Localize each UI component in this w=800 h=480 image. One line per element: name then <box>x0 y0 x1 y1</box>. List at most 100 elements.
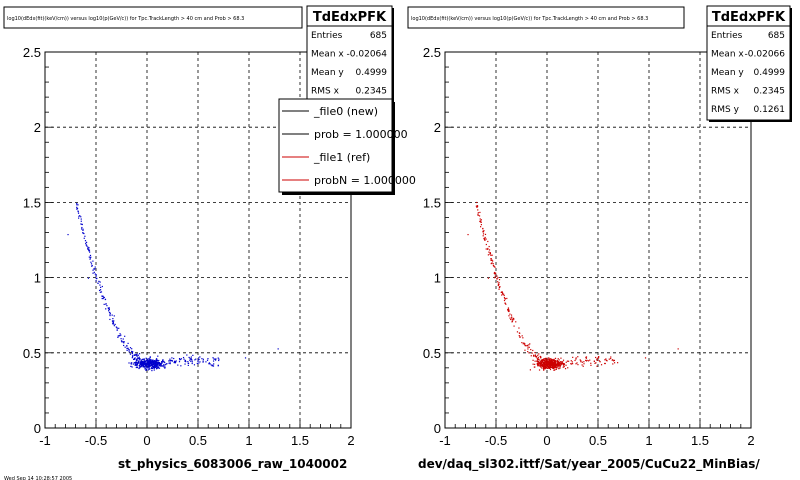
legend: _file0 (new) prob = 1.000000 _file1 (ref) p… <box>278 98 416 195</box>
data-point <box>554 366 556 368</box>
data-point <box>153 361 155 364</box>
data-point <box>558 362 560 364</box>
data-point <box>501 294 503 296</box>
data-point <box>610 356 612 358</box>
data-point <box>90 263 93 265</box>
data-point <box>518 335 520 337</box>
data-point <box>132 356 134 358</box>
data-point <box>548 362 551 364</box>
data-point <box>163 361 165 363</box>
data-point <box>557 362 559 364</box>
data-point <box>142 365 144 367</box>
data-point <box>547 363 549 365</box>
data-point <box>546 362 548 365</box>
data-point <box>540 356 542 358</box>
data-point <box>498 279 501 281</box>
data-point <box>157 361 159 363</box>
data-point <box>546 359 548 362</box>
data-point <box>597 356 600 358</box>
data-point <box>575 363 577 365</box>
data-point <box>133 358 135 361</box>
data-point <box>139 367 141 369</box>
data-point <box>175 360 177 362</box>
data-point <box>208 363 210 365</box>
data-point <box>164 367 166 369</box>
data-point <box>487 248 489 250</box>
x-tick-label: 1 <box>645 433 652 448</box>
data-point <box>198 357 200 359</box>
data-point <box>537 364 540 366</box>
data-point <box>572 356 574 358</box>
data-point <box>138 362 140 364</box>
data-point <box>490 259 492 261</box>
data-point <box>189 359 191 361</box>
data-point <box>534 351 536 354</box>
data-point <box>485 238 487 240</box>
data-point <box>551 365 553 367</box>
data-point <box>168 360 170 362</box>
y-tick-label: 0 <box>34 421 41 436</box>
data-point <box>118 327 120 329</box>
data-point <box>143 366 146 368</box>
title-box <box>407 6 685 29</box>
data-point <box>541 367 543 369</box>
data-point <box>212 365 215 367</box>
data-point <box>95 277 97 279</box>
data-point <box>189 357 191 359</box>
data-point <box>605 359 608 361</box>
data-point <box>608 358 610 360</box>
data-point <box>494 266 496 268</box>
data-point <box>154 361 156 364</box>
data-point <box>143 358 145 360</box>
data-point <box>538 364 540 366</box>
data-point <box>158 367 161 369</box>
data-point <box>567 360 570 362</box>
data-point <box>153 360 156 362</box>
data-point <box>580 360 582 362</box>
data-point <box>148 358 150 360</box>
data-point <box>487 247 489 250</box>
data-point <box>543 367 545 370</box>
data-point <box>158 365 160 367</box>
data-point <box>565 361 567 363</box>
data-point <box>211 365 213 367</box>
data-point <box>140 363 142 365</box>
data-point <box>135 363 137 365</box>
data-point <box>544 368 546 370</box>
data-point <box>107 307 110 309</box>
data-point <box>479 218 481 220</box>
data-point <box>542 367 545 369</box>
data-point <box>135 354 137 356</box>
data-point <box>206 359 209 361</box>
data-point <box>148 366 150 368</box>
data-point <box>156 362 158 364</box>
data-point <box>171 359 173 362</box>
data-point <box>613 362 616 364</box>
data-point <box>87 248 89 250</box>
data-point <box>99 289 102 291</box>
data-point <box>198 358 200 361</box>
data-point <box>545 361 547 363</box>
title-box <box>3 6 303 29</box>
data-point <box>147 367 149 369</box>
data-point <box>152 361 155 363</box>
data-point <box>483 238 486 240</box>
data-point <box>556 363 558 366</box>
data-point <box>154 363 157 365</box>
data-point <box>173 357 175 360</box>
data-point <box>538 369 541 371</box>
data-point <box>543 363 545 365</box>
data-point <box>156 363 159 365</box>
data-point <box>105 308 107 310</box>
data-point <box>149 362 151 365</box>
data-point <box>93 271 95 273</box>
data-point <box>556 364 558 366</box>
data-point <box>502 293 504 295</box>
data-point <box>80 220 82 222</box>
data-point <box>117 335 119 337</box>
data-point <box>476 206 478 208</box>
data-point <box>102 295 104 297</box>
data-point <box>135 354 138 356</box>
data-point <box>571 361 573 363</box>
